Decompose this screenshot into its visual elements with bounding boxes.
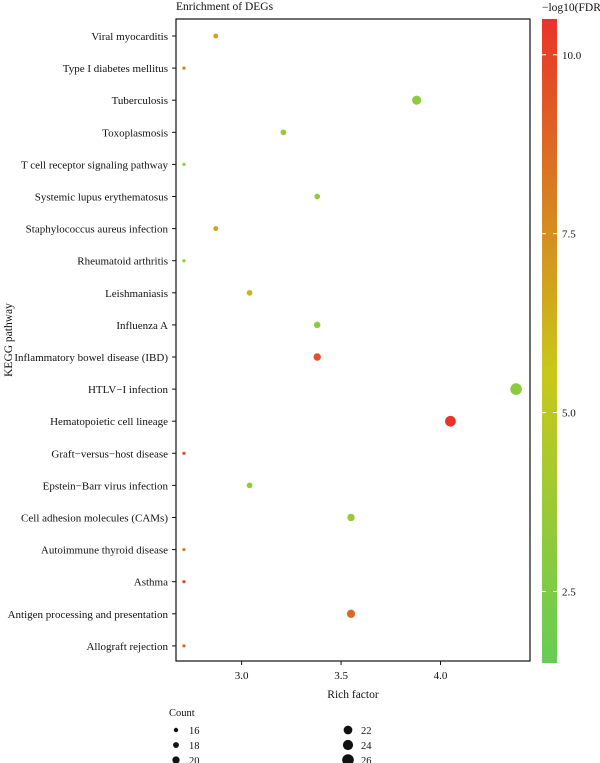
data-points: [182, 33, 522, 648]
data-point: [347, 513, 355, 522]
size-legend-label: 26: [361, 756, 372, 763]
colorbar-tick-label: 7.5: [562, 229, 576, 241]
y-axis-title: KEGG pathway: [3, 303, 15, 377]
data-point: [313, 353, 321, 361]
pathway-label: Type I diabetes mellitus: [63, 63, 168, 75]
size-legend-dot: [173, 727, 179, 733]
data-point: [346, 609, 356, 618]
size-legend-dot: [172, 756, 180, 763]
data-point: [314, 193, 321, 200]
pathway-label: Staphylococcus aureus infection: [26, 224, 169, 236]
colorbar-title: −log10(FDR): [542, 2, 600, 14]
data-point: [182, 259, 186, 263]
pathway-label: Influenza A: [116, 320, 168, 332]
data-point: [182, 162, 186, 166]
pathway-label: Hematopoietic cell lineage: [50, 416, 168, 428]
data-point: [213, 33, 219, 39]
size-legend-dot: [342, 739, 354, 751]
size-legend-label: 22: [361, 726, 372, 737]
pathway-label: Antigen processing and presentation: [8, 609, 169, 621]
pathway-label: Inflammatory bowel disease (IBD): [14, 352, 168, 364]
chart-title: Enrichment of DEGs: [176, 1, 274, 13]
size-legend-dot: [342, 754, 354, 763]
data-point: [412, 95, 422, 105]
data-point: [246, 289, 253, 296]
colorbar-ticks: 2.5 5.0 7.5 10.0: [542, 50, 582, 598]
x-tick-label: 3.0: [235, 670, 249, 682]
size-legend: 16 18 20 22 24 26: [172, 725, 372, 763]
size-legend-dot: [173, 742, 179, 748]
pathway-label: Autoimmune thyroid disease: [41, 545, 168, 557]
colorbar-tick-label: 10.0: [562, 50, 582, 62]
pathway-label: Rheumatoid arthritis: [77, 256, 168, 268]
data-point: [182, 66, 186, 70]
data-point: [313, 321, 321, 329]
data-point: [182, 451, 186, 455]
pathway-label: Allograft rejection: [86, 641, 168, 653]
size-legend-label: 24: [361, 741, 372, 752]
pathway-label: Viral myocarditis: [91, 31, 168, 43]
x-axis: 3.0 3.5 4.0: [235, 661, 448, 682]
pathway-label: Asthma: [134, 577, 168, 589]
size-legend-dot: [343, 725, 353, 735]
pathway-label: Epstein−Barr virus infection: [43, 480, 169, 492]
plot-frame: [175, 18, 531, 662]
data-point: [182, 580, 186, 584]
pathway-label: Cell adhesion molecules (CAMs): [21, 513, 168, 525]
pathway-label: Toxoplasmosis: [102, 127, 168, 139]
size-legend-label: 16: [189, 726, 200, 737]
y-axis-labels: Viral myocarditis Type I diabetes mellitu…: [8, 31, 176, 653]
data-point: [182, 548, 186, 552]
pathway-label: HTLV−I infection: [88, 384, 169, 396]
pathway-label: T cell receptor signaling pathway: [21, 159, 169, 171]
size-legend-title: Count: [169, 708, 195, 719]
data-point: [510, 383, 522, 395]
data-point: [445, 415, 456, 427]
x-axis-title: Rich factor: [327, 689, 379, 701]
data-point: [246, 482, 253, 489]
size-legend-label: 20: [189, 756, 200, 763]
x-tick-label: 4.0: [434, 670, 448, 682]
data-point: [213, 226, 219, 232]
x-tick-label: 3.5: [334, 670, 348, 682]
data-point: [280, 129, 287, 136]
colorbar-tick-label: 5.0: [562, 408, 576, 420]
pathway-label: Systemic lupus erythematosus: [35, 192, 168, 204]
data-point: [182, 644, 186, 648]
size-legend-label: 18: [189, 741, 200, 752]
pathway-label: Tuberculosis: [112, 95, 168, 107]
pathway-label: Graft−versus−host disease: [51, 448, 168, 460]
colorbar: [542, 19, 557, 663]
pathway-label: Leishmaniasis: [105, 288, 168, 300]
colorbar-tick-label: 2.5: [562, 586, 576, 598]
